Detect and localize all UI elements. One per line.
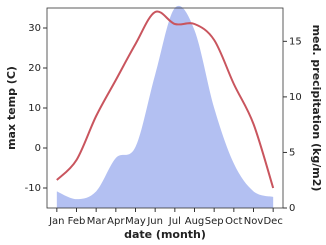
- y-tick-label: 30: [28, 23, 41, 34]
- y2-tick-label: 10: [289, 92, 302, 103]
- x-axis-label: date (month): [124, 228, 206, 241]
- x-tick-label: Oct: [225, 216, 242, 227]
- temp-line: [56, 10, 275, 189]
- y-axis-label: max temp (C): [5, 66, 18, 150]
- y2-tick-label: 15: [289, 36, 302, 47]
- y-tick-label: 20: [28, 63, 41, 74]
- x-tick-label: Sep: [205, 216, 224, 227]
- precip-area: [56, 5, 274, 209]
- x-tick-label: Dec: [263, 216, 282, 227]
- x-tick-label: Nov: [244, 216, 264, 227]
- y2-tick-label: 5: [289, 147, 295, 158]
- x-tick-label: Jul: [168, 216, 181, 227]
- x-tick-label: Jun: [146, 216, 163, 227]
- y-tick-label: -10: [25, 183, 41, 194]
- y2-axis-label: med. precipitation (kg/m2): [310, 25, 323, 192]
- x-tick-label: Aug: [185, 216, 205, 227]
- y-tick-label: 0: [35, 143, 41, 154]
- x-tick-label: Jan: [48, 216, 64, 227]
- x-tick-label: May: [125, 216, 146, 227]
- y2-tick-label: 0: [289, 203, 295, 214]
- x-tick-label: Mar: [87, 216, 107, 227]
- x-tick-label: Feb: [68, 216, 86, 227]
- x-tick-label: Apr: [107, 216, 125, 227]
- y-tick-label: 10: [28, 103, 41, 114]
